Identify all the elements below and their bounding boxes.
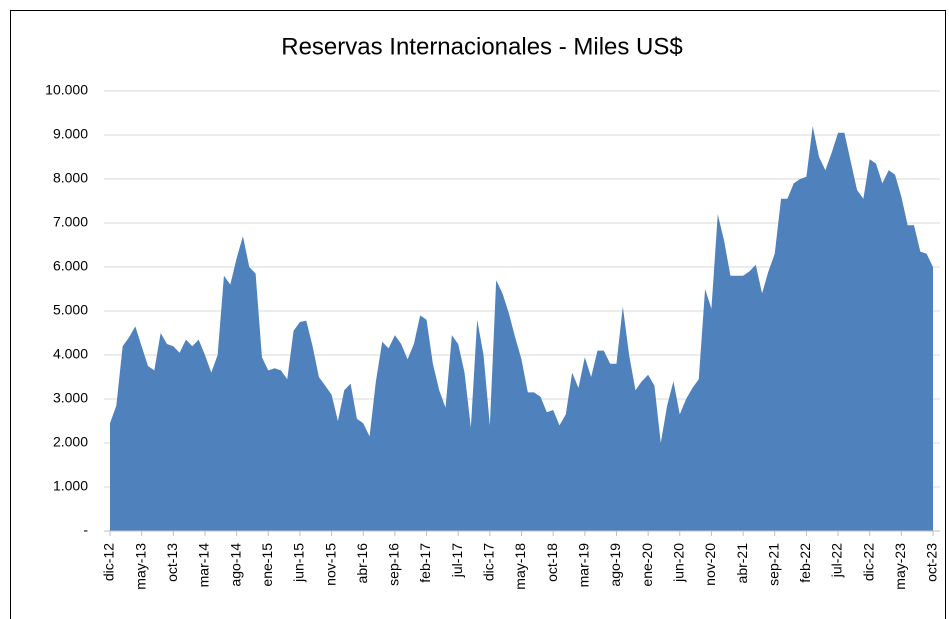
x-tick-label: may-23 <box>892 543 908 590</box>
x-tick-label: nov-15 <box>322 543 338 586</box>
x-tick-label: abr-16 <box>354 543 370 584</box>
x-tick-label: jul-17 <box>449 543 465 578</box>
x-tick-label: may-18 <box>512 543 528 590</box>
x-tick-label: sep-16 <box>386 543 402 586</box>
x-tick-label: jun-15 <box>291 543 307 583</box>
x-tick-label: mar-14 <box>196 543 212 588</box>
x-tick-label: sep-21 <box>765 543 781 586</box>
x-tick-label: jul-22 <box>829 543 845 578</box>
x-tick-label: feb-17 <box>417 543 433 583</box>
x-tick-label: ene-20 <box>639 543 655 587</box>
x-tick-label: nov-20 <box>702 543 718 586</box>
x-tick-label: oct-13 <box>164 543 180 582</box>
x-tick-label: may-13 <box>132 543 148 590</box>
y-tick-label: 2.000 <box>53 434 88 450</box>
x-tick-label: dic-17 <box>481 543 497 581</box>
x-tick-label: feb-22 <box>797 543 813 583</box>
x-tick-label: ago-14 <box>227 543 243 587</box>
x-tick-label: jun-20 <box>670 543 686 583</box>
x-tick-label: ago-19 <box>607 543 623 587</box>
y-tick-label: 8.000 <box>53 170 88 186</box>
y-tick-label: 4.000 <box>53 346 88 362</box>
x-tick-label: oct-23 <box>924 543 940 582</box>
x-tick-label: dic-22 <box>860 543 876 581</box>
x-tick-label: oct-18 <box>544 543 560 582</box>
y-tick-label: 1.000 <box>53 478 88 494</box>
y-tick-label: 6.000 <box>53 258 88 274</box>
area <box>110 126 933 531</box>
x-tick-label: abr-21 <box>734 543 750 584</box>
x-tick-label: dic-12 <box>101 543 117 581</box>
x-tick-label: ene-15 <box>259 543 275 587</box>
y-tick-label: 3.000 <box>53 390 88 406</box>
x-tick-label: mar-19 <box>576 543 592 588</box>
y-tick-label: - <box>83 522 88 538</box>
y-tick-label: 10.000 <box>45 82 88 98</box>
chart-title: Reservas Internacionales - Miles US$ <box>281 33 683 60</box>
y-tick-label: 5.000 <box>53 302 88 318</box>
y-tick-label: 7.000 <box>53 214 88 230</box>
y-tick-label: 9.000 <box>53 126 88 142</box>
